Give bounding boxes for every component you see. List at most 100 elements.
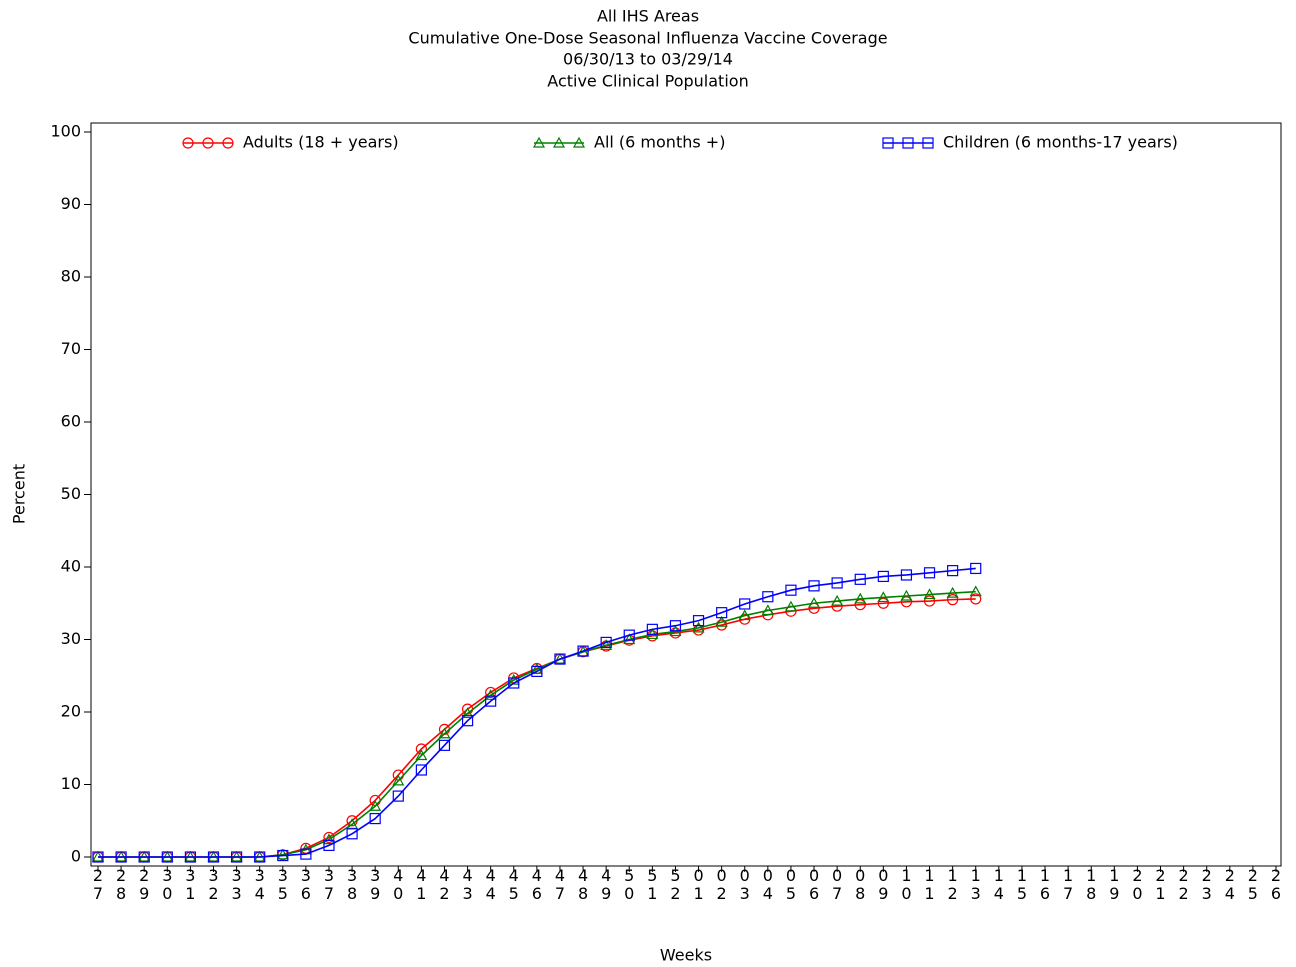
point xyxy=(415,764,427,776)
legend-marker xyxy=(902,137,914,149)
plot-frame xyxy=(90,122,1282,867)
series-line xyxy=(98,567,976,858)
point xyxy=(138,851,150,863)
legend-marker xyxy=(532,136,546,148)
y-tick-label: 50 xyxy=(61,484,81,503)
y-tick-label: 60 xyxy=(61,412,81,431)
legend-marker xyxy=(552,136,566,148)
legend-marker xyxy=(222,137,234,149)
point xyxy=(484,689,497,700)
point xyxy=(323,839,335,852)
point xyxy=(877,591,890,603)
point xyxy=(531,665,543,678)
point xyxy=(831,594,844,606)
point xyxy=(669,620,682,632)
point xyxy=(115,851,127,863)
point xyxy=(715,615,728,627)
point xyxy=(946,586,959,598)
title-line: Cumulative One-Dose Seasonal Influenza V… xyxy=(408,29,887,48)
y-tick-label: 80 xyxy=(61,267,81,286)
point xyxy=(669,627,682,639)
x-axis-label: Weeks xyxy=(660,946,712,965)
point xyxy=(369,812,381,825)
point xyxy=(739,598,751,610)
point xyxy=(784,600,797,612)
point xyxy=(600,639,613,650)
point xyxy=(877,570,889,583)
point xyxy=(461,715,474,727)
point xyxy=(415,743,427,755)
point xyxy=(254,851,266,863)
legend-marker xyxy=(182,137,194,149)
point xyxy=(392,790,404,802)
y-tick-label: 10 xyxy=(61,774,81,793)
point xyxy=(346,828,358,840)
legend-marker xyxy=(882,137,894,149)
point xyxy=(969,585,982,597)
point xyxy=(461,707,474,719)
point xyxy=(161,851,173,863)
point xyxy=(831,577,843,589)
point xyxy=(923,567,936,579)
point xyxy=(507,673,520,685)
point xyxy=(369,800,382,811)
point xyxy=(716,607,728,619)
point xyxy=(92,851,104,863)
point xyxy=(738,609,751,621)
point xyxy=(300,848,312,860)
point xyxy=(415,749,428,761)
point xyxy=(947,565,959,577)
y-tick-label: 20 xyxy=(61,702,81,721)
point xyxy=(530,662,543,674)
point xyxy=(808,597,821,608)
point xyxy=(762,591,774,603)
point xyxy=(785,584,797,596)
legend-marker xyxy=(572,136,586,148)
point xyxy=(554,653,566,665)
title-line: 06/30/13 to 03/29/14 xyxy=(563,50,733,69)
point xyxy=(322,833,336,845)
point xyxy=(438,739,451,751)
point xyxy=(277,849,289,862)
point xyxy=(692,621,705,633)
point xyxy=(970,562,982,575)
y-tick-label: 90 xyxy=(61,194,81,213)
legend-marker xyxy=(922,137,934,149)
point xyxy=(646,623,658,635)
point xyxy=(276,848,289,860)
